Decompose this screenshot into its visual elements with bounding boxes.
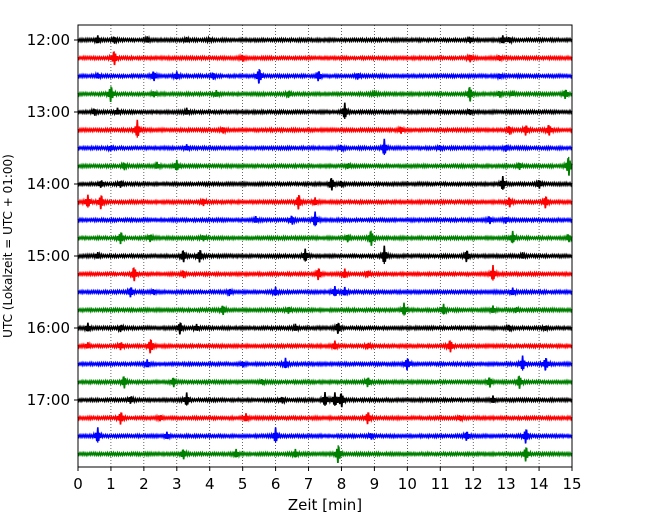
seismic-trace	[77, 427, 573, 444]
seismic-trace	[77, 51, 573, 66]
trace-row-1300	[77, 102, 573, 119]
trace-row-1530	[77, 286, 573, 298]
x-tick-label: 8	[337, 475, 347, 493]
y-tick-label: 17:00	[27, 391, 70, 409]
seismic-trace	[77, 376, 573, 389]
x-axis-label: Zeit [min]	[288, 496, 362, 514]
x-tick-label: 7	[304, 475, 314, 493]
seismic-traces	[77, 34, 573, 464]
trace-row-1700	[77, 392, 573, 408]
trace-row-1330	[77, 138, 573, 155]
x-tick-label: 15	[562, 475, 581, 493]
seismic-trace	[77, 34, 573, 46]
y-axis-ticks: 12:00 13:00 14:00 15:00 16:00 17:00	[27, 31, 78, 409]
seismic-trace	[77, 211, 573, 226]
seismic-trace	[77, 102, 573, 118]
x-tick-label: 14	[530, 475, 549, 493]
x-tick-label: 6	[271, 475, 281, 493]
x-tick-label: 0	[73, 475, 83, 493]
seismic-trace	[77, 138, 573, 154]
trace-row-1445	[77, 230, 573, 246]
x-tick-label: 3	[172, 475, 182, 493]
x-tick-label: 1	[106, 475, 116, 493]
seismic-trace	[77, 176, 573, 191]
seismic-trace	[77, 87, 573, 103]
seismic-trace	[77, 446, 573, 464]
trace-row-1500	[77, 245, 573, 265]
x-tick-label: 9	[370, 475, 380, 493]
trace-row-1515	[77, 265, 573, 282]
trace-row-1400	[77, 176, 573, 191]
seismic-trace	[77, 355, 573, 371]
y-tick-label: 14:00	[27, 175, 70, 193]
x-tick-label: 12	[464, 475, 483, 493]
trace-row-1230	[77, 69, 573, 84]
seismic-trace	[77, 69, 573, 84]
x-axis-ticks: 0 1 2 3 4 5 6 7 8 9 10 11 12 13 14 15	[73, 467, 582, 493]
y-axis-label: UTC (Lokalzeit = UTC + 01:00)	[1, 154, 15, 338]
seismic-trace	[77, 412, 573, 425]
y-tick-label: 13:00	[27, 103, 70, 121]
y-tick-label: 15:00	[27, 247, 70, 265]
trace-row-1245	[77, 86, 573, 103]
seismic-trace	[77, 245, 573, 263]
trace-row-1200	[77, 34, 573, 46]
trace-row-1430	[77, 211, 573, 227]
seismic-trace	[77, 322, 573, 335]
x-tick-label: 11	[431, 475, 450, 493]
y-tick-label: 12:00	[27, 31, 70, 49]
seismic-trace	[77, 339, 573, 354]
x-tick-label: 13	[497, 475, 516, 493]
y-tick-label: 16:00	[27, 319, 70, 337]
seismic-trace	[77, 230, 573, 246]
trace-row-1745	[77, 445, 573, 464]
x-tick-label: 4	[205, 475, 215, 493]
trace-row-1215	[77, 51, 573, 66]
x-tick-label: 5	[238, 475, 248, 493]
trace-row-1600	[77, 322, 573, 335]
trace-row-1315	[77, 119, 573, 138]
seismic-trace	[77, 286, 573, 298]
seismic-trace	[77, 158, 573, 176]
trace-row-1415	[77, 194, 573, 210]
trace-row-1545	[77, 302, 573, 316]
seismic-trace	[77, 119, 573, 136]
trace-row-1615	[77, 339, 573, 354]
seismic-trace	[77, 302, 573, 316]
trace-row-1715	[77, 412, 573, 425]
plot-frame	[77, 24, 573, 468]
x-tick-label: 2	[139, 475, 149, 493]
trace-row-1730	[77, 427, 573, 444]
trace-row-1345	[77, 156, 573, 176]
x-tick-label: 10	[398, 475, 417, 493]
trace-row-1645	[77, 375, 573, 389]
trace-row-1630	[77, 355, 573, 371]
seismic-trace	[77, 194, 573, 210]
seismic-trace	[77, 392, 573, 408]
seismic-trace	[77, 265, 573, 282]
